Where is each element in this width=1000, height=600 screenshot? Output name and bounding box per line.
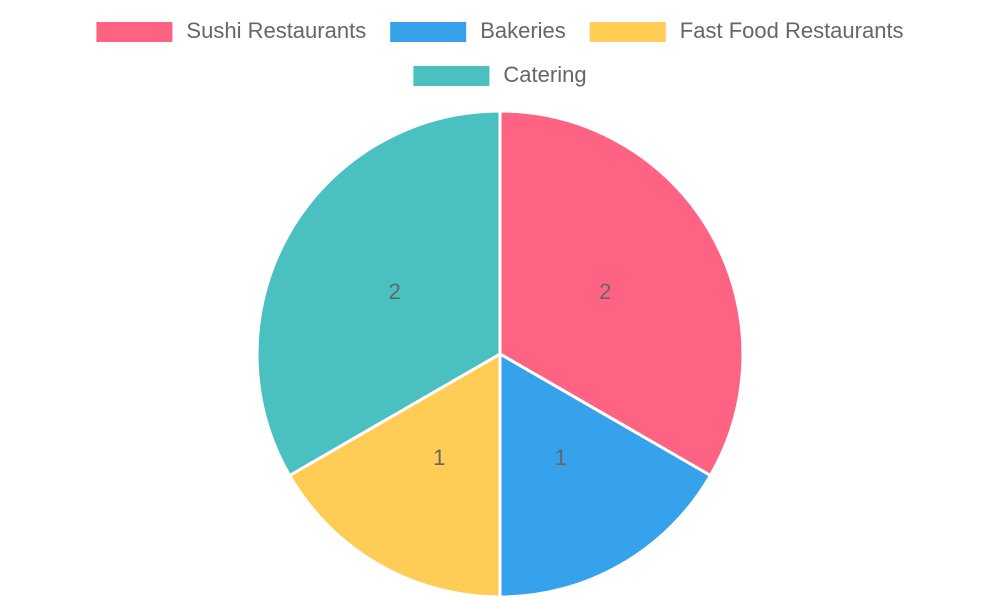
legend-swatch [390, 22, 467, 42]
legend-label: Fast Food Restaurants [680, 18, 904, 43]
legend-item: Sushi Restaurants [96, 18, 366, 43]
legend-item: Bakeries [390, 18, 566, 43]
value-label: 2 [389, 279, 401, 304]
pie-slice [255, 109, 502, 478]
legend-item: Fast Food Restaurants [589, 18, 904, 43]
legend-label: Catering [503, 62, 586, 87]
pie-slice [498, 351, 713, 599]
legend-label: Sushi Restaurants [186, 18, 366, 43]
legend-item: Catering [413, 62, 587, 87]
value-label: 2 [599, 279, 611, 304]
legend-swatch [589, 22, 666, 42]
legend-label: Bakeries [480, 18, 566, 43]
pie-slice [498, 109, 745, 478]
legend-swatch [96, 22, 173, 42]
value-label: 1 [433, 445, 445, 470]
legend-swatch [413, 66, 490, 86]
pie-slice [287, 351, 502, 599]
value-label: 1 [555, 445, 567, 470]
